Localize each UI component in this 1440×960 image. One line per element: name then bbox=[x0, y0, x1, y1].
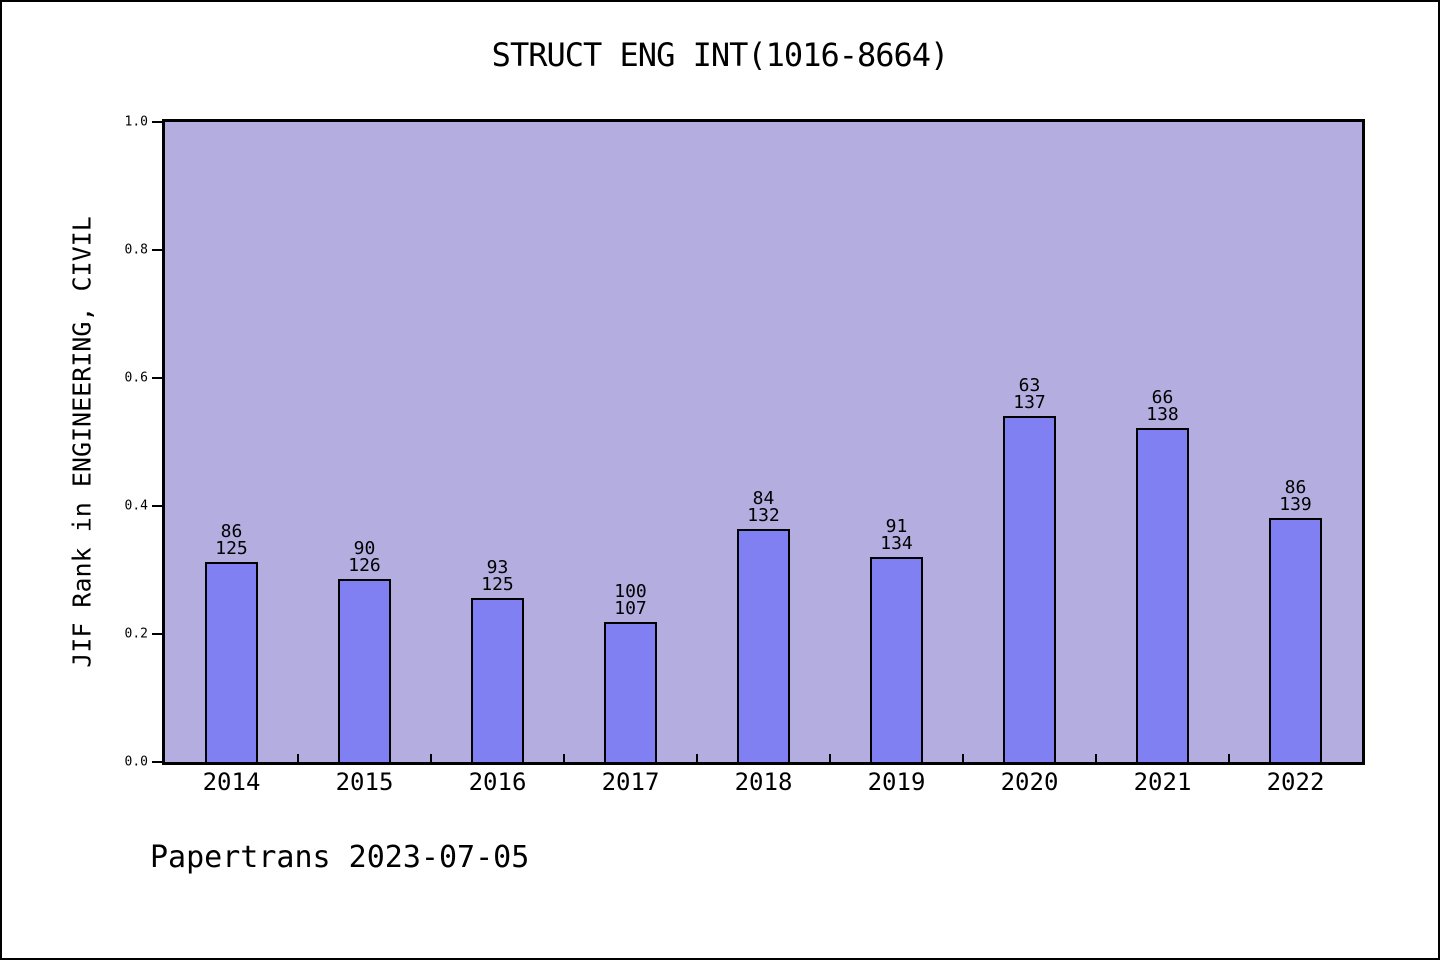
y-tick bbox=[152, 761, 162, 763]
bar-label-total: 107 bbox=[614, 598, 647, 619]
x-minor-tick bbox=[696, 754, 698, 762]
bar-2020 bbox=[1003, 416, 1056, 762]
x-minor-tick bbox=[297, 754, 299, 762]
bar-value-label-2021: 66 138 bbox=[1146, 387, 1179, 425]
x-tick-label-2014: 2014 bbox=[202, 768, 261, 796]
bar-label-total: 138 bbox=[1146, 404, 1179, 425]
bar-value-label-2022: 86 139 bbox=[1279, 477, 1312, 515]
bar-label-rank: 86 bbox=[1284, 477, 1307, 498]
bar-label-rank: 66 bbox=[1151, 387, 1174, 408]
y-tick-label: 0.4 bbox=[124, 498, 148, 514]
bar-value-label-2018: 84 132 bbox=[747, 488, 780, 526]
y-tick bbox=[152, 121, 162, 123]
bar-label-total: 139 bbox=[1279, 494, 1312, 515]
bar-label-rank: 63 bbox=[1018, 375, 1041, 396]
bar-2018 bbox=[737, 529, 790, 762]
bar-2016 bbox=[471, 598, 524, 762]
x-minor-tick bbox=[1228, 754, 1230, 762]
bar-2021 bbox=[1136, 428, 1189, 762]
footer-watermark: Papertrans 2023-07-05 bbox=[150, 840, 530, 875]
x-minor-tick bbox=[563, 754, 565, 762]
bar-label-rank: 100 bbox=[614, 581, 647, 602]
bar-2015 bbox=[338, 579, 391, 762]
bar-2022 bbox=[1269, 518, 1322, 762]
x-minor-tick bbox=[962, 754, 964, 762]
x-tick-label-2017: 2017 bbox=[601, 768, 660, 796]
bar-2017 bbox=[604, 622, 657, 762]
bar-value-label-2014: 86 125 bbox=[215, 521, 248, 559]
y-axis-title: JIF Rank in ENGINEERING, CIVIL bbox=[67, 216, 97, 668]
bar-label-rank: 93 bbox=[486, 557, 509, 578]
bar-value-label-2020: 63 137 bbox=[1013, 375, 1046, 413]
bar-label-total: 132 bbox=[747, 505, 780, 526]
x-tick-label-2020: 2020 bbox=[1000, 768, 1059, 796]
bar-value-label-2016: 93 125 bbox=[481, 557, 514, 595]
bar-value-label-2017: 100 107 bbox=[614, 581, 647, 619]
y-tick-label: 0.6 bbox=[124, 370, 148, 386]
bar-value-label-2015: 90 126 bbox=[348, 538, 381, 576]
x-minor-tick bbox=[829, 754, 831, 762]
x-tick-label-2022: 2022 bbox=[1266, 768, 1325, 796]
y-tick-label: 1.0 bbox=[124, 114, 148, 130]
y-tick bbox=[152, 633, 162, 635]
bar-label-total: 125 bbox=[481, 574, 514, 595]
x-tick-label-2018: 2018 bbox=[734, 768, 793, 796]
bar-label-rank: 84 bbox=[752, 488, 775, 509]
x-tick-label-2019: 2019 bbox=[867, 768, 926, 796]
chart-title: STRUCT ENG INT(1016-8664) bbox=[491, 36, 950, 74]
bar-2019 bbox=[870, 557, 923, 762]
y-tick-label: 0.0 bbox=[124, 754, 148, 770]
plot-area: 86 125 90 126 93 125 100 107 84 132 91 134 63 137 66 13… bbox=[162, 119, 1365, 765]
x-tick-label-2021: 2021 bbox=[1133, 768, 1192, 796]
y-tick bbox=[152, 505, 162, 507]
bar-label-rank: 90 bbox=[353, 538, 376, 559]
bar-label-rank: 86 bbox=[220, 521, 243, 542]
y-tick bbox=[152, 249, 162, 251]
y-tick bbox=[152, 377, 162, 379]
bar-label-total: 137 bbox=[1013, 392, 1046, 413]
bar-label-rank: 91 bbox=[885, 516, 908, 537]
x-tick-label-2015: 2015 bbox=[335, 768, 394, 796]
x-tick-label-2016: 2016 bbox=[468, 768, 527, 796]
x-minor-tick bbox=[1095, 754, 1097, 762]
bar-label-total: 126 bbox=[348, 555, 381, 576]
bar-2014 bbox=[205, 562, 258, 762]
bar-label-total: 134 bbox=[880, 533, 913, 554]
bar-value-label-2019: 91 134 bbox=[880, 516, 913, 554]
bar-label-total: 125 bbox=[215, 538, 248, 559]
y-tick-label: 0.2 bbox=[124, 626, 148, 642]
x-minor-tick bbox=[430, 754, 432, 762]
y-tick-label: 0.8 bbox=[124, 242, 148, 258]
